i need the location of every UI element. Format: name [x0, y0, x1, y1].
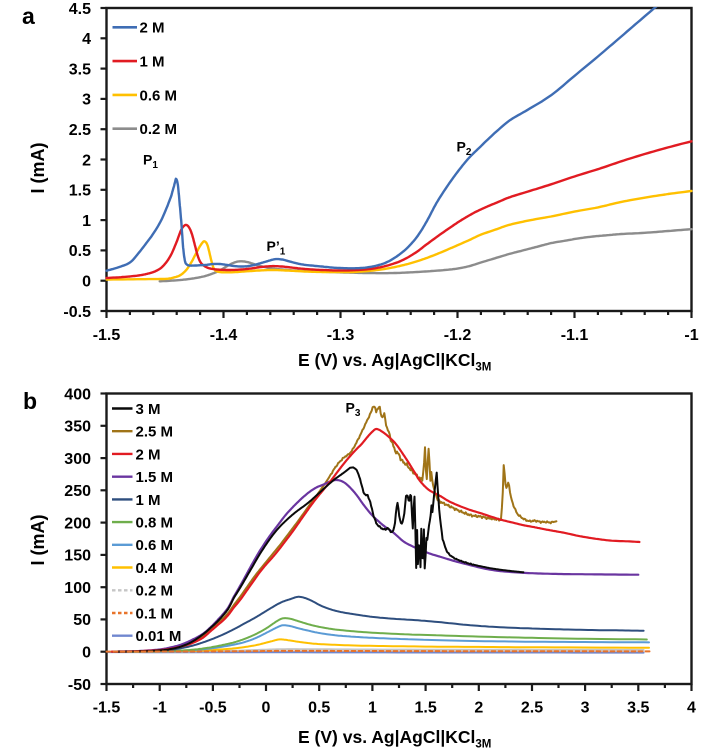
svg-text:400: 400 — [64, 386, 91, 403]
svg-text:2.5: 2.5 — [521, 700, 543, 717]
svg-text:0: 0 — [82, 645, 91, 662]
svg-text:50: 50 — [73, 612, 91, 629]
svg-text:3.5: 3.5 — [627, 700, 649, 717]
svg-text:0.2 M: 0.2 M — [136, 583, 174, 600]
svg-text:b: b — [23, 388, 37, 414]
svg-text:-1.4: -1.4 — [210, 327, 238, 344]
svg-text:0.5: 0.5 — [69, 243, 91, 260]
svg-text:0.2 M: 0.2 M — [140, 121, 178, 138]
svg-text:0.6 M: 0.6 M — [136, 537, 174, 554]
svg-text:250: 250 — [64, 483, 91, 500]
svg-text:300: 300 — [64, 451, 91, 468]
svg-text:-1.2: -1.2 — [444, 327, 472, 344]
svg-text:4: 4 — [687, 700, 696, 717]
svg-text:1: 1 — [82, 213, 91, 230]
svg-text:350: 350 — [64, 419, 91, 436]
svg-text:1: 1 — [368, 700, 377, 717]
svg-text:1 M: 1 M — [140, 54, 165, 71]
svg-text:-50: -50 — [68, 677, 91, 694]
svg-text:0.8 M: 0.8 M — [136, 515, 174, 532]
svg-text:-0.5: -0.5 — [199, 700, 227, 717]
svg-text:2.5 M: 2.5 M — [136, 424, 174, 441]
svg-text:-1.1: -1.1 — [561, 327, 589, 344]
svg-text:-0.5: -0.5 — [63, 304, 91, 321]
svg-text:0.01 M: 0.01 M — [136, 628, 182, 645]
svg-text:0: 0 — [262, 700, 271, 717]
svg-text:-1: -1 — [153, 700, 167, 717]
svg-text:I (mA): I (mA) — [28, 143, 48, 194]
svg-text:200: 200 — [64, 515, 91, 532]
svg-text:E (V) vs. Ag|AgCl|KCl3M: E (V) vs. Ag|AgCl|KCl3M — [298, 350, 491, 374]
svg-text:1.5: 1.5 — [69, 183, 91, 200]
svg-text:2: 2 — [82, 152, 91, 169]
svg-text:-1.5: -1.5 — [93, 327, 121, 344]
svg-text:-1.5: -1.5 — [93, 700, 121, 717]
svg-text:-1.3: -1.3 — [327, 327, 355, 344]
svg-text:3: 3 — [82, 92, 91, 109]
svg-text:100: 100 — [64, 580, 91, 597]
svg-text:1.5 M: 1.5 M — [136, 469, 174, 486]
svg-text:2: 2 — [474, 700, 483, 717]
svg-text:0.6 M: 0.6 M — [140, 87, 178, 104]
svg-text:4: 4 — [82, 31, 91, 48]
svg-text:-1: -1 — [684, 327, 698, 344]
svg-text:3.5: 3.5 — [69, 61, 91, 78]
svg-text:2 M: 2 M — [140, 20, 165, 37]
svg-text:4.5: 4.5 — [69, 1, 91, 18]
svg-text:1.5: 1.5 — [414, 700, 436, 717]
svg-text:0: 0 — [82, 274, 91, 291]
svg-text:0.4 M: 0.4 M — [136, 560, 174, 577]
svg-text:3: 3 — [581, 700, 590, 717]
svg-text:E (V) vs. Ag|AgCl|KCl3M: E (V) vs. Ag|AgCl|KCl3M — [298, 727, 491, 751]
svg-text:150: 150 — [64, 548, 91, 565]
svg-text:0.5: 0.5 — [308, 700, 330, 717]
svg-text:3 M: 3 M — [136, 401, 161, 418]
svg-text:0.1 M: 0.1 M — [136, 605, 174, 622]
svg-text:I (mA): I (mA) — [28, 515, 48, 566]
svg-text:2.5: 2.5 — [69, 122, 91, 139]
svg-text:a: a — [22, 3, 35, 29]
svg-text:1 M: 1 M — [136, 492, 161, 509]
svg-text:2 M: 2 M — [136, 446, 161, 463]
